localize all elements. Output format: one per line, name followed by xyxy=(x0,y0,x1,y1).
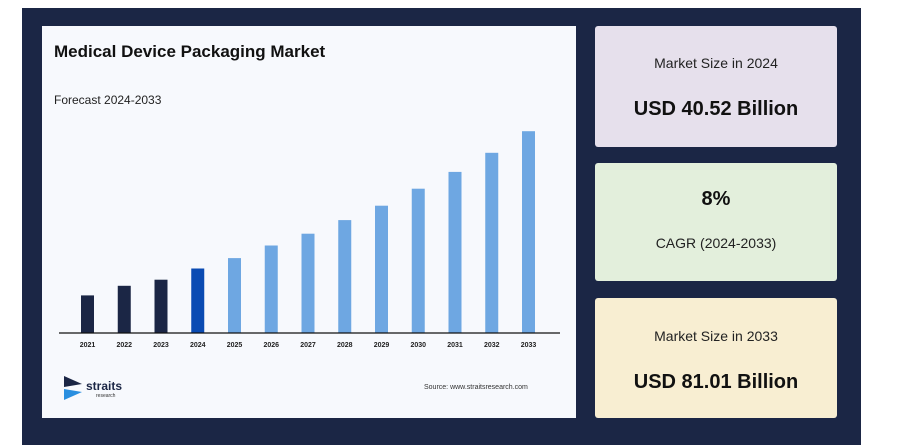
x-tick-label-2023: 2023 xyxy=(153,342,169,349)
bar-2023 xyxy=(154,279,168,333)
chart-subtitle: Forecast 2024-2033 xyxy=(54,93,162,107)
market-size-2033-card: Market Size in 2033 USD 81.01 Billion xyxy=(595,298,837,418)
x-tick-label-2021: 2021 xyxy=(80,342,96,349)
x-tick-label-2029: 2029 xyxy=(374,342,390,349)
market-size-2024-value: USD 40.52 Billion xyxy=(633,98,799,120)
market-size-2033-label: Market Size in 2033 xyxy=(654,328,778,344)
logo-text: straits xyxy=(86,379,123,393)
bar-2027 xyxy=(301,233,315,333)
x-tick-label-2022: 2022 xyxy=(116,342,132,349)
chart-card: Medical Device Packaging Market Forecast… xyxy=(42,26,576,418)
chart-title: Medical Device Packaging Market xyxy=(54,42,326,61)
bar-2021 xyxy=(81,295,94,333)
logo-subtext: research xyxy=(96,393,116,399)
market-size-2024-label: Market Size in 2024 xyxy=(654,55,778,71)
bar-2030 xyxy=(411,188,425,333)
source-note: Source: www.straitsresearch.com xyxy=(424,384,528,391)
x-tick-label-2024: 2024 xyxy=(190,342,206,349)
bar-2032 xyxy=(485,152,499,333)
market-size-2033-value: USD 81.01 Billion xyxy=(633,371,799,393)
bar-2022 xyxy=(117,285,131,333)
bar-2033 xyxy=(522,131,535,333)
x-tick-label-2033: 2033 xyxy=(521,342,537,349)
x-tick-label-2032: 2032 xyxy=(484,342,500,349)
x-tick-label-2028: 2028 xyxy=(337,342,353,349)
x-tick-label-2026: 2026 xyxy=(263,342,279,349)
straits-logo: straits research xyxy=(64,376,144,406)
x-tick-label-2030: 2030 xyxy=(410,342,426,349)
x-tick-label-2031: 2031 xyxy=(447,342,463,349)
x-tick-label-2027: 2027 xyxy=(300,342,316,349)
bar-2024 xyxy=(191,268,205,333)
cagr-card: 8% CAGR (2024-2033) xyxy=(595,163,837,281)
bar-2026 xyxy=(264,245,278,333)
bar-chart: 2021 2022 2023 2024 2025 2026 2027 2028 2029 2030… xyxy=(59,131,560,349)
bar-2028 xyxy=(338,220,352,333)
x-tick-label-2025: 2025 xyxy=(227,342,243,349)
bar-2031 xyxy=(448,171,462,333)
cagr-value: 8% xyxy=(701,188,731,210)
straits-logo-icon xyxy=(64,376,82,400)
market-size-2024-card: Market Size in 2024 USD 40.52 Billion xyxy=(595,26,837,147)
cagr-label: CAGR (2024-2033) xyxy=(655,235,777,251)
bar-2029 xyxy=(375,205,388,333)
bar-2025 xyxy=(228,258,241,333)
